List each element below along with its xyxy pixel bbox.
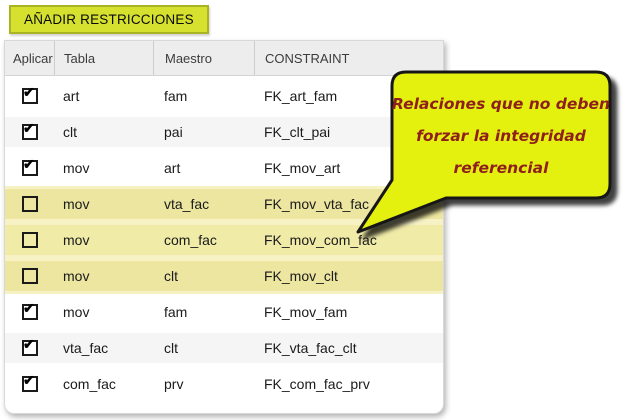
aplicar-checkbox[interactable]: ✔ xyxy=(22,84,38,104)
aplicar-checkbox[interactable]: ✔ xyxy=(22,120,38,140)
aplicar-cell xyxy=(5,261,54,291)
aplicar-cell: ✔ xyxy=(5,369,54,399)
check-mark-icon: ✔ xyxy=(23,300,35,316)
check-mark-icon: ✔ xyxy=(23,336,35,352)
aplicar-cell xyxy=(5,225,54,255)
table-row: ✔ mov fam FK_mov_fam xyxy=(5,294,443,330)
aplicar-cell: ✔ xyxy=(5,81,54,111)
table-row: ✔ vta_fac clt FK_vta_fac_clt xyxy=(5,330,443,366)
table-body: ✔ art fam FK_art_fam ✔ clt pai FK_clt_pa… xyxy=(5,76,443,402)
callout-line-2: forzar la integridad xyxy=(416,127,587,145)
add-restrictions-button[interactable]: AÑADIR RESTRICCIONES xyxy=(9,5,209,34)
check-mark-icon: ✔ xyxy=(23,84,35,100)
column-header-maestro: Maestro xyxy=(153,41,254,75)
tabla-cell: mov xyxy=(63,268,90,284)
maestro-cell: vta_fac xyxy=(164,196,210,212)
table-row: ✔ art fam FK_art_fam xyxy=(5,78,443,114)
maestro-cell: clt xyxy=(164,268,178,284)
tabla-cell: mov xyxy=(63,232,90,248)
check-mark-icon: ✔ xyxy=(23,372,35,388)
callout-bubble: Relaciones que no deben forzar la integr… xyxy=(356,70,612,234)
table-header: Aplicar Tabla Maestro CONSTRAINT xyxy=(5,41,443,76)
aplicar-checkbox[interactable]: ✔ xyxy=(22,300,38,320)
aplicar-checkbox[interactable]: ✔ xyxy=(22,372,38,392)
aplicar-cell: ✔ xyxy=(5,333,54,363)
tabla-cell: mov xyxy=(63,196,90,212)
constraint-cell: FK_art_fam xyxy=(264,88,338,104)
table-row: ✔ clt pai FK_clt_pai xyxy=(5,114,443,150)
callout-bubble-shape xyxy=(356,70,612,234)
aplicar-checkbox[interactable] xyxy=(22,232,38,248)
table-row: mov clt FK_mov_clt xyxy=(5,258,443,294)
constraint-cell: FK_mov_clt xyxy=(264,268,338,284)
maestro-cell: com_fac xyxy=(164,232,217,248)
callout-line-1: Relaciones que no deben xyxy=(392,95,610,113)
check-mark-icon: ✔ xyxy=(23,156,35,172)
column-header-constraint: CONSTRAINT xyxy=(254,41,443,75)
aplicar-checkbox[interactable]: ✔ xyxy=(22,156,38,176)
maestro-cell: pai xyxy=(164,124,183,140)
maestro-cell: prv xyxy=(164,376,184,392)
maestro-cell: fam xyxy=(164,304,188,320)
aplicar-checkbox[interactable]: ✔ xyxy=(22,336,38,356)
constraint-cell: FK_mov_art xyxy=(264,160,341,176)
aplicar-checkbox[interactable] xyxy=(22,196,38,212)
constraint-cell: FK_mov_vta_fac xyxy=(264,196,370,212)
column-header-aplicar: Aplicar xyxy=(13,50,53,66)
tabla-cell: art xyxy=(63,88,80,104)
tabla-cell: com_fac xyxy=(63,376,116,392)
aplicar-checkbox[interactable] xyxy=(22,268,38,284)
tabla-cell: clt xyxy=(63,124,77,140)
check-mark-icon: ✔ xyxy=(23,120,35,136)
maestro-cell: fam xyxy=(164,88,188,104)
tabla-cell: mov xyxy=(63,160,90,176)
tabla-cell: mov xyxy=(63,304,90,320)
maestro-cell: clt xyxy=(164,340,178,356)
aplicar-cell: ✔ xyxy=(5,153,54,183)
constraint-cell: FK_clt_pai xyxy=(264,124,331,140)
constraints-panel: Aplicar Tabla Maestro CONSTRAINT ✔ art f… xyxy=(4,40,444,414)
constraint-cell: FK_mov_fam xyxy=(264,304,348,320)
table-row: ✔ mov art FK_mov_art xyxy=(5,150,443,186)
aplicar-cell: ✔ xyxy=(5,117,54,147)
aplicar-cell xyxy=(5,189,54,219)
table-row: ✔ com_fac prv FK_com_fac_prv xyxy=(5,366,443,402)
constraint-cell: FK_mov_com_fac xyxy=(264,232,377,248)
table-row: mov com_fac FK_mov_com_fac xyxy=(5,222,443,258)
maestro-cell: art xyxy=(164,160,181,176)
tabla-cell: vta_fac xyxy=(63,340,109,356)
constraint-cell: FK_vta_fac_clt xyxy=(264,340,357,356)
aplicar-cell: ✔ xyxy=(5,297,54,327)
column-header-tabla: Tabla xyxy=(54,41,153,75)
callout-line-3: referencial xyxy=(454,159,550,177)
constraint-cell: FK_com_fac_prv xyxy=(264,376,370,392)
